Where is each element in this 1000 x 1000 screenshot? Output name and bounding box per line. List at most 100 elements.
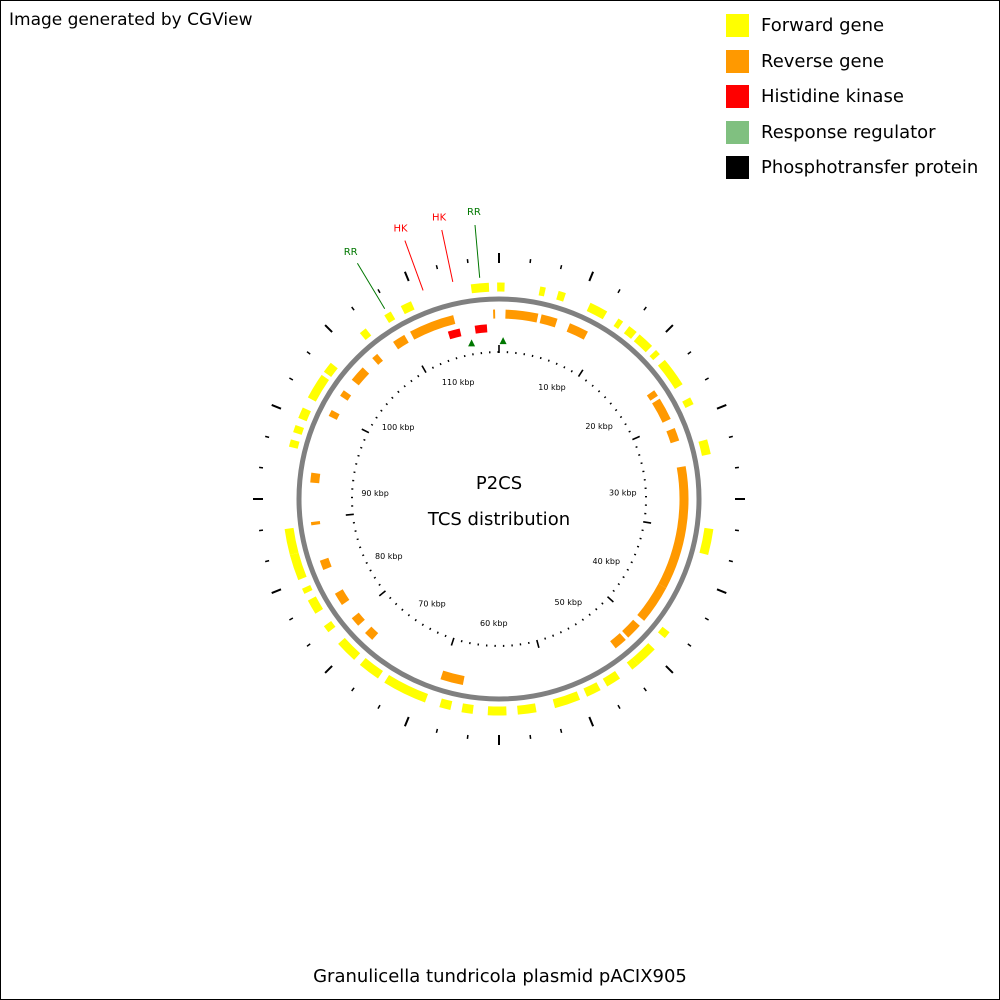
reverse-gene (351, 612, 365, 626)
ruler-tick (570, 370, 573, 373)
ruler-tick (617, 583, 620, 586)
reverse-gene (340, 390, 352, 401)
reverse-gene (440, 670, 465, 686)
tcs-callouts: RR HK HK RR (344, 207, 481, 309)
reverse-gene (351, 367, 370, 386)
ruler-tick (447, 359, 450, 363)
ruler-tick (595, 608, 598, 611)
forward-gene (400, 301, 415, 315)
ruler-tick (591, 384, 594, 387)
reverse-gene (646, 390, 658, 401)
ruler-label: 110 kbp (442, 378, 475, 387)
ruler-tick (603, 396, 607, 399)
reverse-gene (610, 633, 626, 649)
ruler-tick (612, 589, 615, 593)
outer-tick (435, 728, 439, 733)
reverse-gene (666, 428, 680, 444)
ruler-tick (601, 602, 604, 605)
ruler-tick (375, 416, 378, 419)
callout-leader (441, 229, 454, 283)
outer-tick (643, 687, 647, 692)
outer-tick (617, 289, 621, 294)
ruler-tick (385, 402, 388, 406)
outer-tick (716, 588, 727, 595)
response-regulator-gene (499, 337, 507, 345)
credit-text: Image generated by CGView (9, 10, 253, 30)
forward-gene (289, 552, 307, 581)
forward-gene (323, 362, 338, 378)
callout-leader (474, 224, 481, 278)
reverse-gene (622, 619, 640, 638)
forward-gene (384, 311, 396, 324)
ruler-tick (407, 613, 411, 617)
ruler-tick (421, 623, 424, 626)
legend-swatch-hk (726, 85, 749, 109)
reverse-gene (334, 589, 350, 605)
ruler-tick (567, 627, 570, 630)
outer-tick (259, 529, 264, 532)
ruler-tick (544, 637, 547, 640)
ruler-labels: 10 kbp 20 kbp 30 kbp 40 kbp 50 kbp 60 kbp 70 k… (361, 378, 636, 628)
ruler-tick (643, 521, 652, 524)
reverse-gene (328, 410, 340, 420)
outer-tick (734, 529, 739, 532)
reverse-gene (539, 314, 558, 328)
ruler-tick (460, 639, 463, 643)
outer-tick (271, 588, 282, 595)
ruler-tick (370, 423, 374, 426)
ruler-tick (633, 553, 637, 556)
forward-gene (657, 626, 670, 639)
ruler-tick (626, 568, 630, 571)
callout-label: RR (467, 207, 481, 218)
response-regulator-gene (468, 339, 476, 347)
ruler-label: 10 kbp (538, 383, 566, 392)
outer-tick (665, 665, 674, 674)
outer-tick (351, 687, 355, 692)
outer-tick (617, 704, 621, 709)
ruler-tick (577, 369, 584, 378)
outer-tick (588, 716, 595, 727)
outer-tick (403, 271, 410, 282)
ruler-tick (597, 390, 601, 393)
forward-gene-track (284, 282, 714, 716)
outer-tick (687, 643, 692, 647)
ruler-tick (369, 569, 372, 572)
reverse-gene (310, 472, 321, 484)
outer-tick (559, 265, 563, 270)
forward-gene (470, 282, 490, 294)
ruler-tick (632, 435, 641, 441)
outer-tick (377, 704, 381, 709)
outer-tick (306, 351, 311, 355)
forward-gene (633, 334, 653, 353)
outer-tick (728, 435, 733, 439)
outer-tick (259, 466, 264, 469)
forward-gene (461, 703, 474, 714)
ruler-tick (429, 627, 432, 631)
ruler-tick (563, 366, 566, 369)
outer-tick (559, 728, 563, 733)
outer-tick (306, 643, 311, 647)
ruler-tick (581, 618, 585, 621)
ruler-tick (630, 561, 633, 564)
ruler-tick (397, 390, 400, 394)
ruler-tick (622, 575, 625, 579)
legend-label-forward: Forward gene (761, 15, 885, 37)
ruler-tick (373, 576, 377, 579)
forward-gene (602, 671, 621, 687)
ruler-label: 20 kbp (585, 422, 613, 431)
ruler-tick (357, 454, 360, 457)
outer-tick (435, 265, 439, 270)
outer-tick (265, 435, 270, 439)
ruler-tick (414, 618, 417, 622)
ruler-tick (439, 362, 442, 366)
forward-gene (338, 637, 361, 660)
outer-tick-ring (253, 253, 745, 745)
outer-tick (529, 259, 532, 264)
ruler-tick (431, 366, 435, 369)
callout-label: RR (344, 247, 358, 258)
reverse-gene (566, 323, 588, 340)
ruler-tick (584, 379, 588, 382)
legend-label-hpt: Phosphotransfer protein (761, 157, 979, 179)
legend-item-histidine-kinase: Histidine kinase (726, 79, 978, 115)
